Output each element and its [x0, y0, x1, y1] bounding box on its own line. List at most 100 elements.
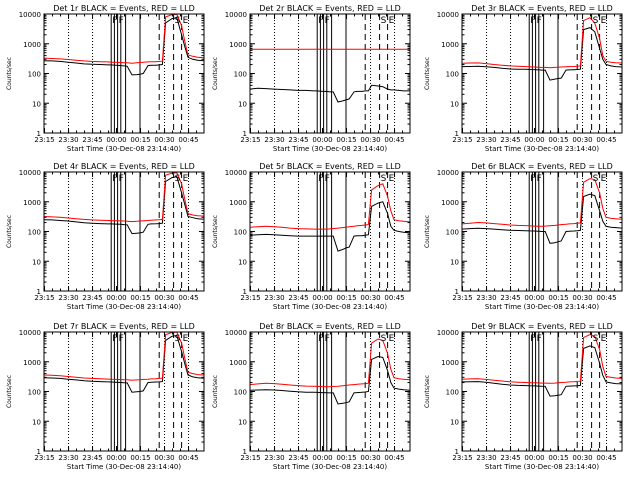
- y-axis-label: Counts/sec: [212, 375, 219, 408]
- event-marker-label: F: [537, 16, 542, 26]
- plot-frame: [43, 171, 205, 292]
- x-tick-label: 00:45: [178, 454, 198, 462]
- event-marker-label: E: [389, 334, 395, 344]
- detector-panel-2: 1 10 100 1000 10000 23:15 23:30 23:45 00:00 00:15…: [212, 4, 411, 153]
- y-tick-label: 10: [32, 258, 41, 266]
- event-marker-label: F: [537, 174, 542, 184]
- x-tick-label: 00:15: [130, 136, 150, 144]
- x-tick-label: 23:45: [500, 136, 520, 144]
- y-axis-label: Counts/sec: [6, 215, 13, 248]
- y-tick-label: 100: [446, 229, 459, 237]
- event-marker-label: F: [325, 174, 330, 184]
- y-tick-label: 1000: [229, 359, 247, 367]
- event-marker-label: S: [381, 334, 387, 344]
- y-axis-label: Counts/sec: [212, 57, 219, 90]
- event-marker-label: F: [119, 174, 124, 184]
- x-tick-label: 00:00: [106, 136, 126, 144]
- x-tick-label: 23:30: [58, 294, 78, 302]
- series-line-lld: [249, 183, 411, 230]
- x-tick-label: 00:00: [524, 136, 544, 144]
- y-tick-label: 10000: [437, 169, 459, 177]
- event-marker-label: F: [112, 16, 117, 26]
- series-line-lld: [43, 13, 205, 64]
- x-axis-label: Start Time (30-Dec-08 23:14:40): [67, 303, 181, 311]
- y-tick-label: 10000: [225, 329, 247, 337]
- series-line-events: [249, 355, 411, 405]
- x-tick-label: 00:00: [312, 294, 332, 302]
- y-tick-label: 1: [37, 130, 41, 138]
- x-tick-label: 23:15: [452, 294, 472, 302]
- x-tick-label: 23:30: [264, 294, 284, 302]
- series-line-events: [43, 17, 205, 76]
- y-tick-label: 100: [28, 229, 41, 237]
- detector-panel-6: 1 10 100 1000 10000 23:15 23:30 23:45 00:00 00:15…: [424, 162, 623, 311]
- plot-frame: [43, 331, 205, 452]
- x-tick-label: 23:15: [452, 454, 472, 462]
- y-tick-label: 100: [234, 229, 247, 237]
- event-marker-label: F: [119, 16, 124, 26]
- y-tick-label: 10: [238, 100, 247, 108]
- x-tick-label: 00:15: [336, 136, 356, 144]
- x-tick-label: 23:30: [476, 294, 496, 302]
- detector-panel-5: 1 10 100 1000 10000 23:15 23:30 23:45 00:00 00:15…: [212, 162, 411, 311]
- x-tick-label: 23:30: [476, 136, 496, 144]
- y-axis-label: Counts/sec: [212, 215, 219, 248]
- event-marker-label: E: [389, 16, 395, 26]
- x-tick-label: 00:30: [360, 454, 380, 462]
- event-marker-label: F: [112, 174, 117, 184]
- x-tick-label: 23:30: [264, 454, 284, 462]
- series-line-events: [461, 193, 623, 244]
- series-line-lld: [461, 178, 623, 227]
- x-tick-label: 00:45: [596, 454, 616, 462]
- plot-frame: [461, 331, 623, 452]
- event-marker-label: E: [601, 334, 607, 344]
- y-tick-label: 1: [455, 288, 459, 296]
- event-marker-label: F: [537, 334, 542, 344]
- x-tick-label: 23:30: [264, 136, 284, 144]
- x-tick-label: 23:45: [288, 454, 308, 462]
- x-tick-label: 00:30: [154, 294, 174, 302]
- y-tick-label: 10000: [225, 11, 247, 19]
- y-tick-label: 10000: [19, 169, 41, 177]
- event-marker-label: F: [325, 16, 330, 26]
- panel-title: Det 7r BLACK = Events, RED = LLD: [53, 322, 195, 331]
- panel-title: Det 1r BLACK = Events, RED = LLD: [53, 4, 195, 13]
- event-marker-label: F: [112, 334, 117, 344]
- event-marker-label: E: [183, 16, 189, 26]
- panel-title: Det 3r BLACK = Events, RED = LLD: [471, 4, 613, 13]
- x-tick-label: 23:45: [288, 136, 308, 144]
- y-tick-label: 1: [37, 288, 41, 296]
- event-marker-label: E: [183, 174, 189, 184]
- x-tick-label: 00:15: [130, 454, 150, 462]
- y-axis-label: Counts/sec: [424, 215, 431, 248]
- event-marker-label: F: [318, 16, 323, 26]
- detector-panel-3: 1 10 100 1000 10000 23:15 23:30 23:45 00:00 00:15…: [424, 4, 623, 153]
- y-axis-label: Counts/sec: [6, 57, 13, 90]
- x-tick-label: 00:15: [548, 454, 568, 462]
- event-marker-label: E: [183, 334, 189, 344]
- event-marker-label: F: [318, 334, 323, 344]
- x-tick-label: 23:45: [82, 136, 102, 144]
- y-tick-label: 1: [455, 130, 459, 138]
- x-tick-label: 00:45: [384, 294, 404, 302]
- series-line-lld: [43, 331, 205, 381]
- x-tick-label: 00:45: [178, 294, 198, 302]
- x-tick-label: 23:15: [34, 136, 54, 144]
- y-tick-label: 100: [446, 71, 459, 79]
- y-tick-label: 1: [243, 448, 247, 456]
- detector-panel-4: 1 10 100 1000 10000 23:15 23:30 23:45 00:00 00:15…: [6, 162, 205, 311]
- panel-title: Det 4r BLACK = Events, RED = LLD: [53, 162, 195, 171]
- series-line-events: [43, 334, 205, 393]
- y-tick-label: 10000: [225, 169, 247, 177]
- series-line-events: [461, 345, 623, 397]
- x-tick-label: 00:45: [384, 454, 404, 462]
- event-marker-label: S: [593, 174, 599, 184]
- series-line-lld: [249, 338, 411, 388]
- x-tick-label: 00:15: [336, 454, 356, 462]
- x-tick-label: 00:45: [178, 136, 198, 144]
- x-tick-label: 23:30: [476, 454, 496, 462]
- panel-title: Det 5r BLACK = Events, RED = LLD: [259, 162, 401, 171]
- plot-frame: [249, 13, 411, 134]
- y-tick-label: 1: [37, 448, 41, 456]
- plot-frame: [43, 13, 205, 134]
